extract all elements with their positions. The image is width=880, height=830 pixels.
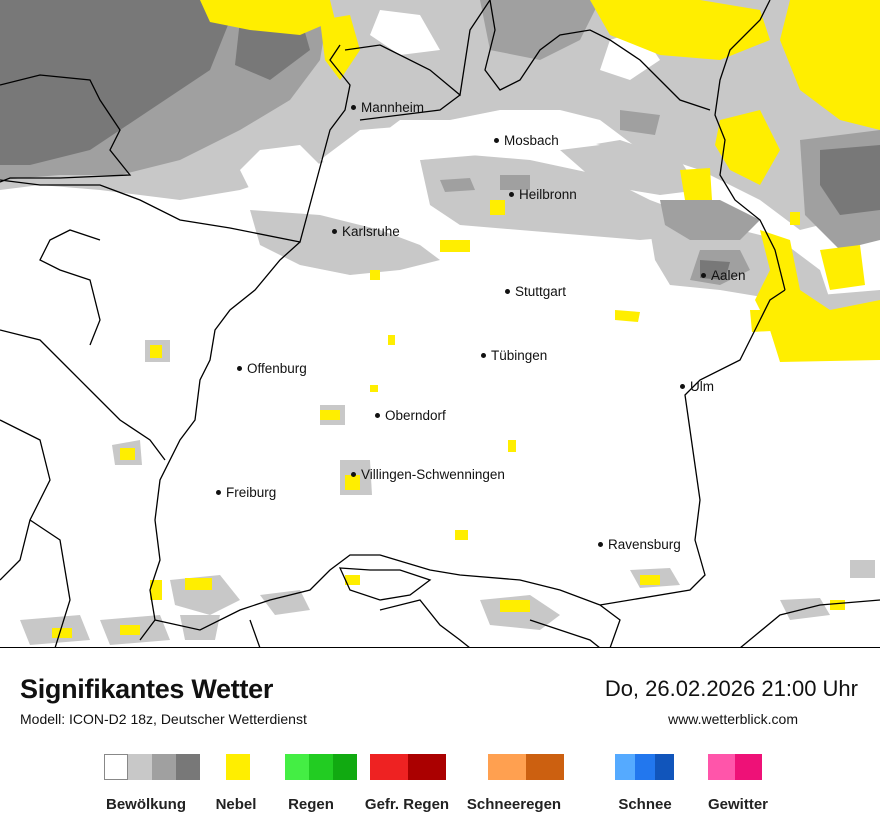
legend-swatches bbox=[708, 754, 762, 782]
legend-swatch bbox=[526, 754, 564, 780]
city-label: Aalen bbox=[701, 268, 746, 284]
legend-regen: Regen bbox=[285, 754, 357, 824]
legend-swatches bbox=[370, 754, 446, 782]
city-dot bbox=[481, 352, 486, 358]
legend-schnee: Schnee bbox=[615, 754, 674, 824]
forecast-datetime: Do, 26.02.2026 21:00 Uhr bbox=[604, 676, 858, 701]
borders bbox=[0, 0, 880, 647]
city-name: Villingen-Schwenningen bbox=[361, 467, 505, 482]
legend-label: Gefr. Regen bbox=[364, 796, 450, 813]
city-name: Mannheim bbox=[361, 100, 425, 115]
legend-swatch bbox=[152, 754, 176, 780]
legend-swatch bbox=[735, 754, 762, 780]
city-name: Ravensburg bbox=[608, 537, 681, 552]
legend-label: Nebel bbox=[215, 796, 257, 813]
legend-gewitter: Gewitter bbox=[708, 754, 768, 824]
footer: Signifikantes Wetter Modell: ICON-D2 18z… bbox=[0, 648, 880, 830]
legend-schneeregen: Schneeregen bbox=[467, 754, 564, 824]
legend-swatch bbox=[309, 754, 333, 780]
legend-swatches bbox=[104, 754, 200, 782]
legend-bewoelkung: Bewölkung bbox=[104, 754, 200, 824]
city-dot bbox=[216, 489, 221, 495]
city-label: Freiburg bbox=[216, 485, 276, 501]
city-label: Mosbach bbox=[494, 133, 559, 149]
legend-gefr-regen: Gefr. Regen bbox=[365, 754, 449, 824]
legend-swatch bbox=[635, 754, 655, 780]
legend-label: Bewölkung bbox=[105, 796, 187, 813]
city-dot bbox=[351, 471, 356, 477]
city-dot bbox=[494, 137, 499, 143]
legend-swatch bbox=[226, 754, 250, 780]
city-name: Tübingen bbox=[491, 348, 548, 363]
legend-swatch bbox=[655, 754, 674, 780]
city-dot bbox=[509, 191, 514, 197]
legend-swatches bbox=[226, 754, 250, 782]
city-name: Oberndorf bbox=[385, 408, 446, 423]
city-dot bbox=[332, 228, 337, 234]
city-dot bbox=[351, 104, 356, 110]
city-dot bbox=[598, 541, 603, 547]
legend-swatch bbox=[370, 754, 408, 780]
city-label: Stuttgart bbox=[505, 284, 566, 300]
legend-nebel: Nebel bbox=[216, 754, 256, 824]
city-label: Villingen-Schwenningen bbox=[351, 467, 505, 483]
legend-swatch bbox=[176, 754, 200, 780]
legend-swatch bbox=[128, 754, 152, 780]
city-name: Karlsruhe bbox=[342, 224, 400, 239]
legend-swatch bbox=[104, 754, 128, 780]
city-label: Ravensburg bbox=[598, 537, 681, 553]
legend-swatches bbox=[285, 754, 357, 782]
city-dot bbox=[680, 383, 685, 389]
fog-areas bbox=[52, 0, 880, 638]
city-label: Oberndorf bbox=[375, 408, 446, 424]
city-label: Ulm bbox=[680, 379, 714, 395]
city-name: Heilbronn bbox=[519, 187, 577, 202]
city-name: Stuttgart bbox=[515, 284, 567, 299]
city-name: Aalen bbox=[711, 268, 746, 283]
city-label: Karlsruhe bbox=[332, 224, 400, 240]
legend-swatch bbox=[488, 754, 526, 780]
city-dot bbox=[701, 272, 706, 278]
legend-swatches bbox=[488, 754, 564, 782]
city-label: Tübingen bbox=[481, 348, 547, 364]
legend-swatches bbox=[615, 754, 674, 782]
city-dot bbox=[375, 412, 380, 418]
city-dot bbox=[237, 365, 242, 371]
city-label: Heilbronn bbox=[509, 187, 577, 203]
weather-layer bbox=[0, 0, 880, 647]
model-subtitle: Modell: ICON-D2 18z, Deutscher Wetterdie… bbox=[20, 711, 307, 727]
city-dot bbox=[505, 288, 510, 294]
weather-map: Mannheim Mosbach Heilbronn Karlsruhe Aal… bbox=[0, 0, 880, 648]
legend-label: Schneeregen bbox=[466, 796, 562, 813]
page-title: Signifikantes Wetter bbox=[20, 674, 274, 704]
legend-swatch bbox=[708, 754, 735, 780]
legend-swatch bbox=[408, 754, 446, 780]
legend-label: Regen bbox=[288, 796, 334, 813]
website-link[interactable]: www.wetterblick.com bbox=[668, 711, 798, 727]
legend-swatch bbox=[615, 754, 635, 780]
legend-swatch bbox=[285, 754, 309, 780]
legend-swatch bbox=[333, 754, 357, 780]
legend-label: Schnee bbox=[618, 796, 672, 813]
city-name: Freiburg bbox=[226, 485, 277, 500]
city-name: Ulm bbox=[690, 379, 714, 394]
city-name: Mosbach bbox=[504, 133, 559, 148]
legend-label: Gewitter bbox=[707, 796, 769, 813]
city-label: Mannheim bbox=[351, 100, 424, 116]
city-name: Offenburg bbox=[247, 361, 307, 376]
city-label: Offenburg bbox=[237, 361, 307, 377]
